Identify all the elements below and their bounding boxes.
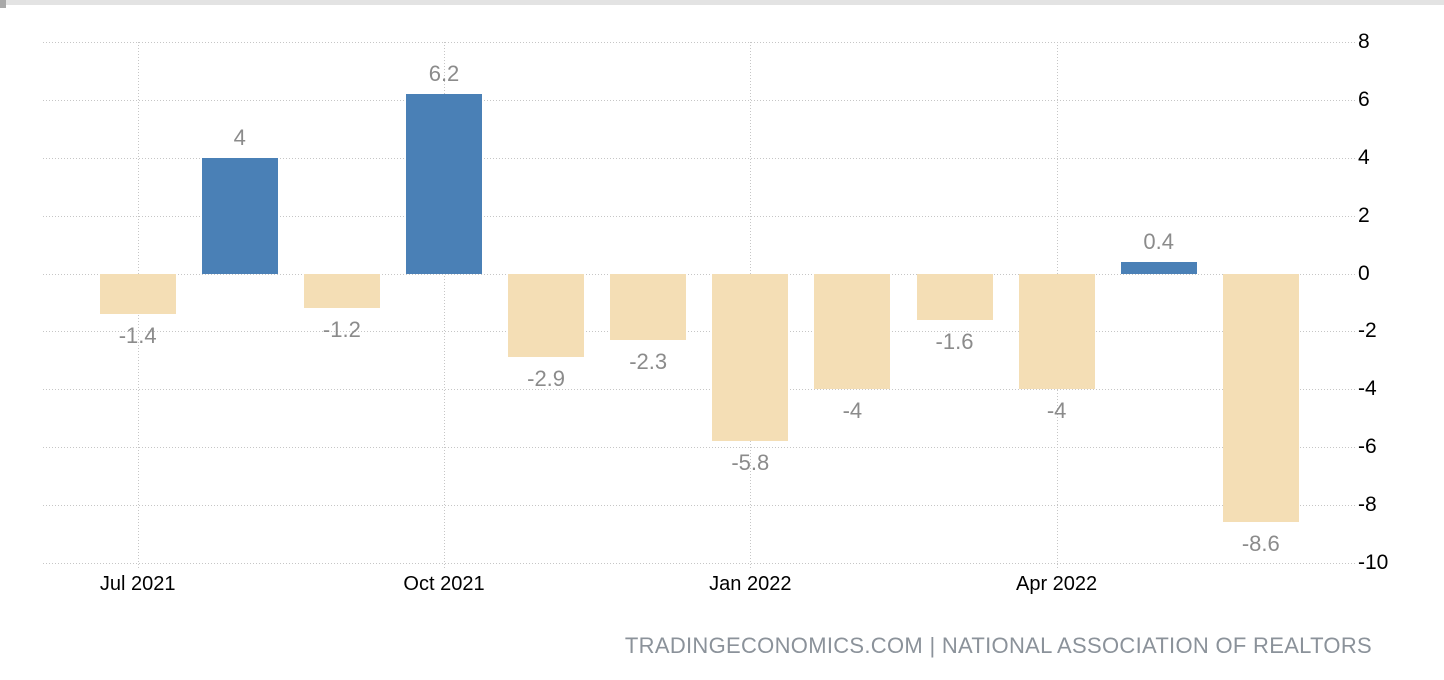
gridline-vertical (444, 42, 445, 569)
bar-negative[interactable] (99, 273, 176, 315)
bar-negative[interactable] (814, 273, 891, 390)
gridline-horizontal (43, 42, 1355, 43)
gridline-horizontal (43, 215, 1355, 217)
bar-value-label: -1.6 (935, 328, 974, 354)
bar-value-label: -4 (842, 398, 863, 424)
y-axis-tick-label: -4 (1358, 377, 1377, 401)
bar-value-label: -1.2 (322, 317, 361, 343)
y-axis-tick-label: 2 (1358, 203, 1370, 227)
bar-value-label: -2.9 (527, 366, 566, 392)
y-axis-tick-label: -2 (1358, 319, 1377, 343)
x-axis-tick-label: Jul 2021 (99, 573, 176, 595)
bar-negative[interactable] (1222, 273, 1299, 523)
gridline-horizontal (43, 447, 1355, 449)
y-axis-tick-label: 0 (1358, 261, 1370, 285)
gridline-horizontal (43, 389, 1355, 391)
bar-value-label: -2.3 (629, 349, 668, 375)
bar-negative[interactable] (712, 273, 789, 442)
y-axis-tick-label: 4 (1358, 145, 1370, 169)
x-axis-tick-label: Jan 2022 (709, 573, 792, 595)
gridline-horizontal (43, 99, 1355, 101)
y-axis-tick-label: 8 (1358, 30, 1370, 53)
bar-negative[interactable] (508, 273, 585, 358)
y-axis-tick-label: 6 (1358, 87, 1370, 111)
bar-value-label: -8.6 (1241, 531, 1280, 557)
gridline-horizontal (43, 273, 1355, 275)
gridline-horizontal (43, 157, 1355, 159)
horizontal-scrollbar[interactable] (0, 0, 1444, 8)
y-axis-tick-label: -10 (1358, 551, 1389, 574)
bar-positive[interactable] (1120, 261, 1197, 274)
bar-value-label: -4 (1046, 398, 1067, 424)
gridline-horizontal (43, 331, 1355, 333)
bar-value-label: 4 (233, 124, 246, 150)
y-axis-tick-label: -6 (1358, 435, 1377, 459)
bar-value-label: 0.4 (1143, 228, 1174, 254)
bar-negative[interactable] (1018, 273, 1095, 390)
x-axis-tick-label: Apr 2022 (1016, 573, 1098, 595)
bar-value-label: 6.2 (428, 61, 460, 87)
scrollbar-thumb[interactable] (0, 0, 6, 8)
bar-negative[interactable] (303, 273, 380, 309)
y-axis-tick-label: -8 (1358, 493, 1377, 517)
bar-positive[interactable] (406, 94, 482, 274)
chart-attribution: TRADINGECONOMICS.COM | NATIONAL ASSOCIAT… (624, 633, 1372, 658)
bar-negative[interactable] (610, 273, 687, 341)
gridline-horizontal (43, 505, 1355, 507)
gridline-horizontal (43, 563, 1355, 564)
bar-value-label: -5.8 (731, 450, 770, 476)
bar-positive[interactable] (201, 157, 278, 274)
x-axis-tick-label: Oct 2021 (403, 573, 485, 595)
bar-negative[interactable] (916, 273, 993, 320)
bar-value-label: -1.4 (118, 323, 157, 349)
